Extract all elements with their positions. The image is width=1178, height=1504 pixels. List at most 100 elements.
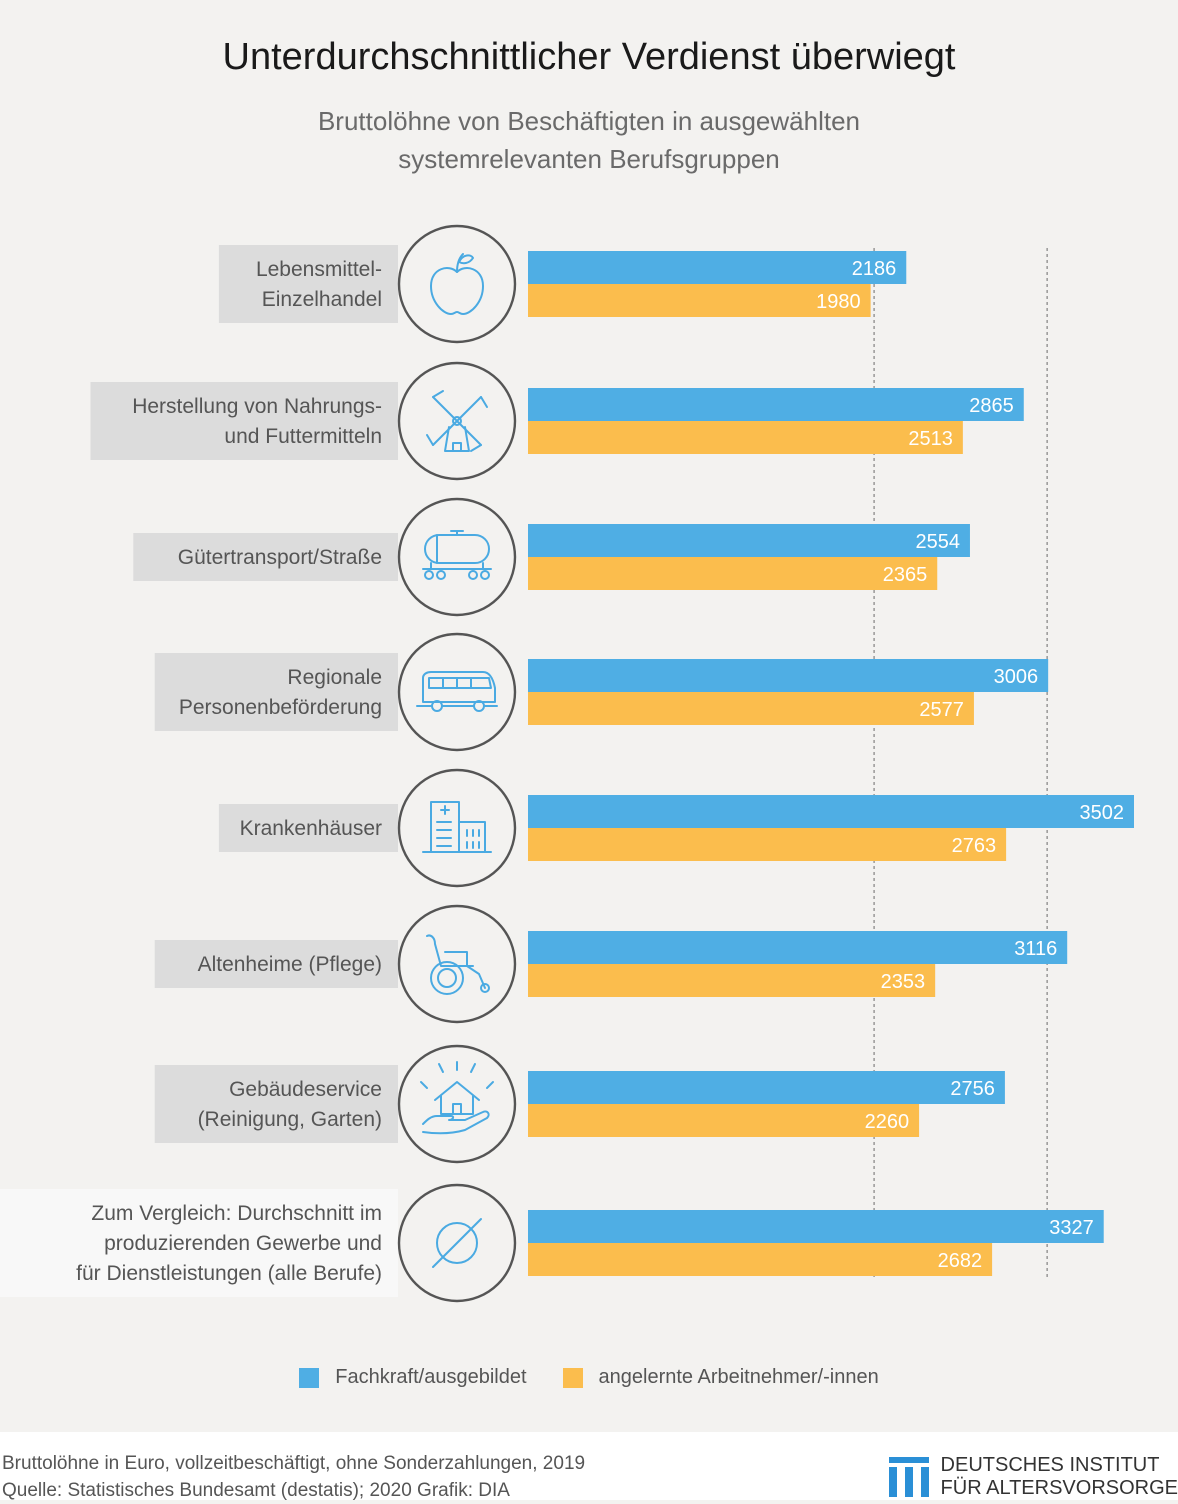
category-label: Personenbeförderung	[179, 696, 382, 719]
dia-logo-icon	[888, 1457, 929, 1497]
bar-skilled	[528, 524, 970, 557]
category-label-bg	[90, 382, 398, 460]
average-icon-path	[432, 1218, 482, 1268]
bar-semiskilled	[528, 1104, 920, 1137]
hospital-icon-path	[466, 829, 480, 849]
hospital-icon-path	[458, 821, 486, 853]
category-label: (Reinigung, Garten)	[198, 1108, 382, 1131]
legend-label-skilled: Fachkraft/ausgebildet	[335, 1366, 527, 1388]
tank-truck-icon-wheel	[468, 570, 478, 580]
category-group: Zum Vergleich: Durchschnitt im produziere…	[0, 1183, 1104, 1303]
legend-swatch-semiskilled	[562, 1367, 583, 1388]
bar-semiskilled	[528, 964, 936, 997]
icon-circle	[397, 768, 517, 888]
dia-logo: DEUTSCHES INSTITUT FÜR ALTERSVORSORGE	[888, 1454, 1178, 1500]
value-label-skilled: 2186	[852, 258, 897, 280]
house-in-hand-icon-path	[420, 1061, 494, 1089]
legend: Fachkraft/ausgebildet angelernte Arbeitn…	[0, 1366, 1178, 1389]
value-label-skilled: 2756	[950, 1078, 995, 1100]
footer-source: Quelle: Statistisches Bundesamt (destati…	[2, 1480, 510, 1501]
windmill-icon-path	[426, 390, 488, 452]
category-label: Regionale	[287, 666, 382, 689]
value-label-semiskilled: 2365	[883, 564, 928, 586]
value-label-skilled: 3006	[994, 666, 1039, 688]
hospital-icon-path	[440, 805, 450, 815]
footer: Bruttolöhne in Euro, vollzeitbeschäftigt…	[0, 1432, 1178, 1501]
value-label-skilled: 3327	[1049, 1217, 1094, 1239]
bar-semiskilled	[528, 692, 974, 725]
category-label-bg	[218, 804, 398, 852]
chart-subtitle: Bruttolöhne von Beschäftigten in ausgewä…	[0, 102, 1178, 178]
bus-icon-path	[422, 671, 496, 703]
value-label-semiskilled: 1980	[816, 291, 861, 313]
value-label-skilled: 2865	[969, 395, 1014, 417]
hospital-icon-path	[436, 821, 452, 847]
value-label-skilled: 2554	[915, 531, 960, 553]
value-label-skilled: 3502	[1080, 802, 1125, 824]
hospital-icon-path	[430, 801, 460, 853]
bar-skilled	[528, 1210, 1104, 1243]
chart-title: Unterdurchschnittlicher Verdienst überwi…	[222, 36, 956, 78]
bar-skilled	[528, 659, 1049, 692]
bar-chart: Lebensmittel- Einzelhandel 2186 1980 Herstel…	[0, 224, 1134, 1303]
house-in-hand-icon	[420, 1061, 494, 1135]
footer-note: Bruttolöhne in Euro, vollzeitbeschäftigt…	[2, 1450, 585, 1504]
bus-icon-path	[442, 677, 472, 689]
windmill-icon-path	[432, 396, 482, 446]
category-label: Gütertransport/Straße	[178, 546, 382, 569]
wheelchair-icon-path	[426, 934, 474, 967]
value-label-semiskilled: 2353	[881, 971, 926, 993]
category-label: und Futtermitteln	[224, 425, 382, 448]
category-label: Gebäudeservice	[229, 1078, 382, 1101]
bar-semiskilled	[528, 557, 938, 590]
bar-skilled	[528, 795, 1134, 828]
bar-semiskilled	[528, 421, 963, 454]
value-label-semiskilled: 2577	[919, 699, 964, 721]
apple-icon	[430, 253, 484, 315]
house-in-hand-icon-path	[452, 1103, 462, 1115]
category-label-bg	[154, 940, 398, 988]
apple-icon-path	[458, 254, 474, 265]
bar-skilled	[528, 251, 907, 284]
icon-circle	[397, 632, 517, 752]
legend-item-semiskilled: angelernte Arbeitnehmer/-innen	[562, 1366, 879, 1389]
value-label-skilled: 3116	[1014, 938, 1057, 960]
house-in-hand-icon-path	[434, 1081, 480, 1101]
tank-truck-icon-wheel	[436, 570, 446, 580]
tank-truck-icon-path	[422, 530, 492, 570]
wheelchair-icon-hub	[437, 968, 457, 988]
category-group: Herstellung von Nahrungs-und Futtermitte…	[90, 361, 1024, 481]
category-label: Einzelhandel	[262, 288, 382, 311]
house-in-hand-icon-path	[440, 1095, 474, 1115]
category-label: Krankenhäuser	[240, 817, 382, 840]
bus-icon	[416, 671, 498, 712]
value-label-semiskilled: 2513	[908, 428, 953, 450]
category-group: Regionale Personenbeförderung 3006 2577	[154, 632, 1049, 752]
icon-circle	[397, 224, 517, 344]
tank-truck-icon	[422, 530, 492, 580]
windmill-icon	[426, 390, 488, 452]
category-label: für Dienstleistungen (alle Berufe)	[76, 1262, 382, 1285]
category-group: Gebäudeservice (Reinigung, Garten) 2756 226…	[154, 1044, 1005, 1164]
bar-skilled	[528, 388, 1024, 421]
average-icon	[432, 1218, 482, 1268]
house-in-hand-icon-path	[422, 1110, 490, 1135]
bar-semiskilled	[528, 828, 1007, 861]
bar-semiskilled	[528, 284, 871, 317]
category-label: produzierenden Gewerbe und	[104, 1232, 382, 1255]
category-label-bg	[133, 533, 399, 581]
category-label-bg	[154, 1065, 398, 1143]
legend-label-semiskilled: angelernte Arbeitnehmer/-innen	[598, 1366, 879, 1388]
category-group: Gütertransport/Straße 2554 2365	[133, 497, 970, 617]
tank-truck-icon-wheel	[424, 570, 434, 580]
average-icon-circle	[436, 1222, 478, 1264]
category-label-bg	[0, 1189, 398, 1297]
windmill-icon-path	[444, 426, 470, 452]
category-label-bg	[154, 653, 398, 731]
category-label: Zum Vergleich: Durchschnitt im	[91, 1202, 382, 1225]
logo-line-2: FÜR ALTERSVORSORGE	[940, 1477, 1178, 1499]
category-label: Herstellung von Nahrungs-	[132, 395, 382, 418]
value-label-semiskilled: 2763	[952, 835, 997, 857]
bar-skilled	[528, 931, 1068, 964]
bar-semiskilled	[528, 1243, 993, 1276]
